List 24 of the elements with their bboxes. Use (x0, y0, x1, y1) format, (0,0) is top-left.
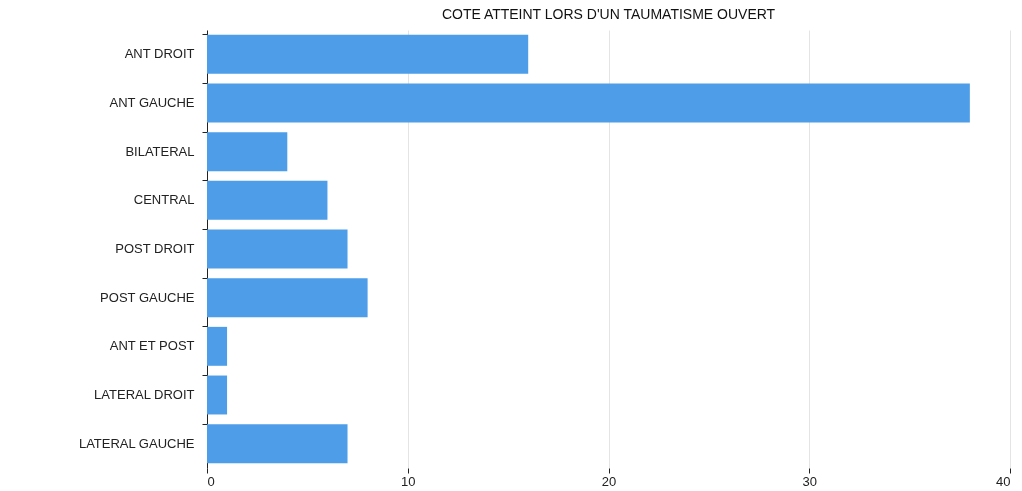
y-tick-label: ANT ET POST (109, 338, 195, 354)
chart-title: COTE ATTEINT LORS D'UN TAUMATISME OUVERT (441, 6, 776, 22)
y-tick-label: ANT GAUCHE (109, 95, 195, 110)
x-tick-label: 10 (401, 473, 416, 489)
x-tick-label: 20 (601, 473, 617, 489)
bar (207, 83, 970, 123)
bar (207, 326, 228, 366)
y-tick-label: LATERAL DROIT (94, 387, 195, 402)
x-tick-label: 40 (996, 473, 1011, 489)
bar (207, 229, 348, 269)
bar (207, 375, 228, 415)
y-tick-label: POST GAUCHE (100, 289, 195, 305)
bar (207, 278, 368, 318)
bar (207, 132, 288, 172)
bar (207, 424, 348, 464)
x-tick-label: 30 (802, 473, 817, 489)
bar (207, 180, 328, 220)
y-tick-label: CENTRAL (133, 192, 195, 208)
y-tick-label: BILATERAL (125, 143, 195, 159)
x-tick-label: 0 (207, 473, 215, 489)
y-tick-label: ANT DROIT (124, 46, 195, 62)
bar (207, 34, 529, 74)
y-tick-label: POST DROIT (115, 241, 195, 256)
y-tick-label: LATERAL GAUCHE (78, 435, 195, 451)
